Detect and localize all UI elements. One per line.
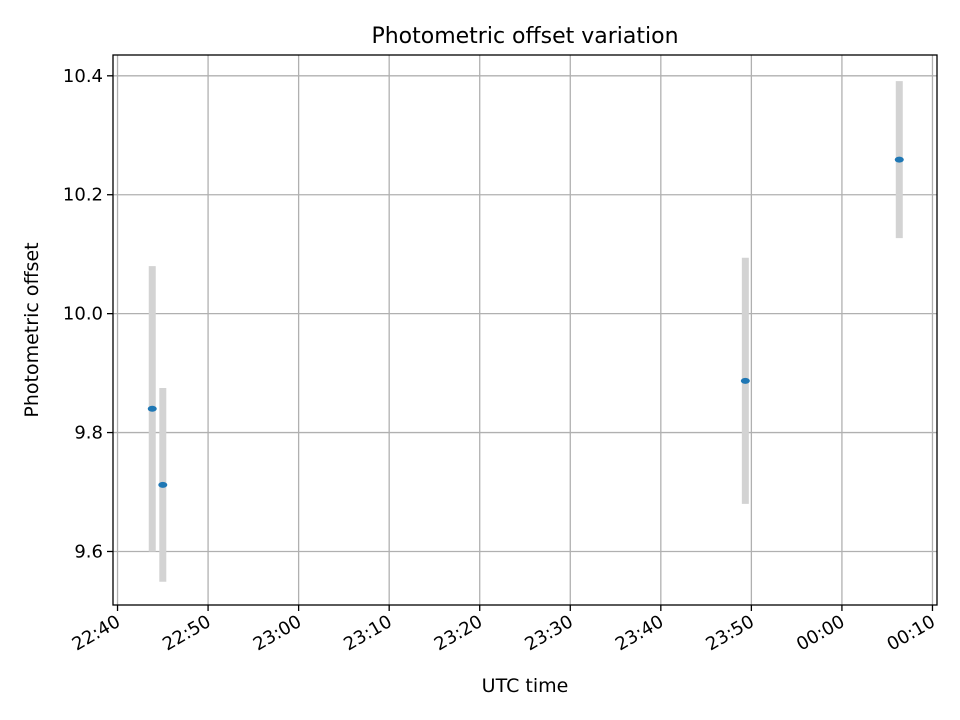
- y-tick-label: 10.2: [63, 185, 103, 206]
- data-point: [740, 377, 750, 384]
- y-axis-label: Photometric offset: [21, 242, 43, 417]
- x-tick-label: 00:10: [884, 611, 939, 655]
- x-tick-label: 22:50: [159, 611, 214, 655]
- x-tick-label: 22:40: [69, 611, 124, 655]
- grid: [113, 55, 937, 605]
- x-tick-label: 23:00: [250, 611, 305, 655]
- data-point: [894, 156, 904, 163]
- chart-title: Photometric offset variation: [371, 24, 678, 49]
- x-axis-label: UTC time: [482, 675, 569, 697]
- plot-frame: [112, 54, 938, 606]
- plot-area: [113, 55, 937, 605]
- x-tick-label: 23:10: [340, 611, 395, 655]
- y-tick-label: 9.6: [74, 541, 103, 562]
- y-tick-label: 10.0: [63, 304, 103, 325]
- x-tick-label: 23:30: [521, 611, 576, 655]
- y-tick-label: 10.4: [63, 66, 103, 87]
- data-point: [147, 405, 157, 412]
- x-tick-label: 00:00: [793, 611, 848, 655]
- data-points: [147, 156, 904, 488]
- data-point: [158, 481, 168, 488]
- x-tick-label: 23:50: [702, 611, 757, 655]
- x-tick-label: 23:20: [431, 611, 486, 655]
- x-tick-label: 23:40: [612, 611, 667, 655]
- x-axis-ticks: 22:40 22:50 23:00 23:10 23:20 23:30 23:40 23:50…: [69, 605, 939, 655]
- y-axis-ticks: 9.6 9.8 10.0 10.2 10.4: [63, 66, 113, 562]
- y-tick-label: 9.8: [74, 423, 103, 444]
